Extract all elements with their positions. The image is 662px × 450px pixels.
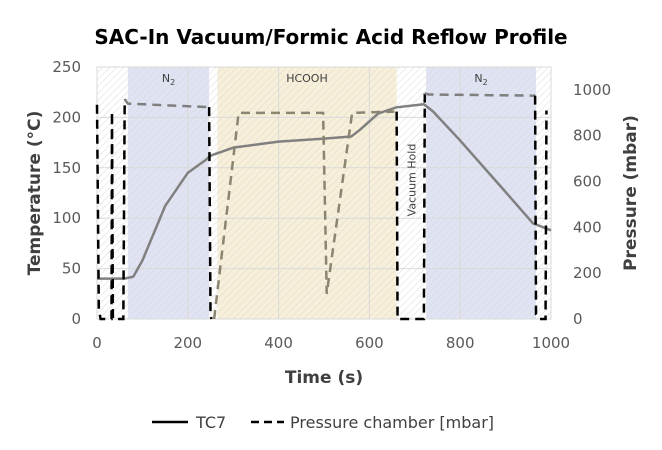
region-label-subscript: 2 [170,78,175,87]
plot-border [96,66,552,320]
y-tick-label: 0 [71,310,81,328]
x-tick-label: 1000 [532,334,570,352]
y-tick-label: 50 [62,260,81,278]
pressure-line-segment-4 [395,93,427,321]
pressure-line-segment-0 [95,99,126,321]
pressure-line-segment-6 [533,95,548,321]
region-label-1: N2 [162,72,175,87]
y-tick-label: 200 [52,108,81,126]
y2-tick-label: 800 [573,127,602,145]
y-tick-label: 150 [52,159,81,177]
y2-axis-title: Pressure (mbar) [621,115,641,271]
pressure-line-segment-2 [207,107,213,320]
region-label-4: N2 [474,72,487,87]
y-tick-label: 100 [52,209,81,227]
pressure-line-segment-1 [123,98,210,109]
x-tick-label: 400 [264,334,293,352]
y2-tick-label: 200 [573,264,602,282]
x-axis-title: Time (s) [285,368,363,388]
y2-tick-label: 0 [573,310,583,328]
plot-hatching [97,67,551,319]
region-label-subscript: 2 [483,78,488,87]
y-tick-label: 250 [52,58,81,76]
region-label-text: N [162,72,170,85]
chart-title: SAC-In Vacuum/Formic Acid Reflow Profile [94,25,567,49]
y-axis-title: Temperature (°C) [25,111,45,276]
legend-pressure-label: Pressure chamber [mbar] [290,413,494,432]
y2-tick-label: 600 [573,173,602,191]
region-label-3: Vacuum Hold [405,144,418,217]
x-tick-label: 0 [92,334,102,352]
y2-tick-label: 1000 [573,81,611,99]
legend: TC7 Pressure chamber [mbar] [152,413,494,432]
x-tick-label: 600 [355,334,384,352]
legend-tc7-label: TC7 [195,413,226,432]
region-label-text: N [474,72,482,85]
x-tick-label: 200 [173,334,202,352]
pressure-line-segment-3 [212,110,395,320]
pressure-line-segment-5 [424,92,536,97]
region-label-2: HCOOH [286,72,328,85]
region-label-text: HCOOH [286,72,328,85]
x-tick-label: 800 [446,334,475,352]
y2-tick-label: 400 [573,218,602,236]
